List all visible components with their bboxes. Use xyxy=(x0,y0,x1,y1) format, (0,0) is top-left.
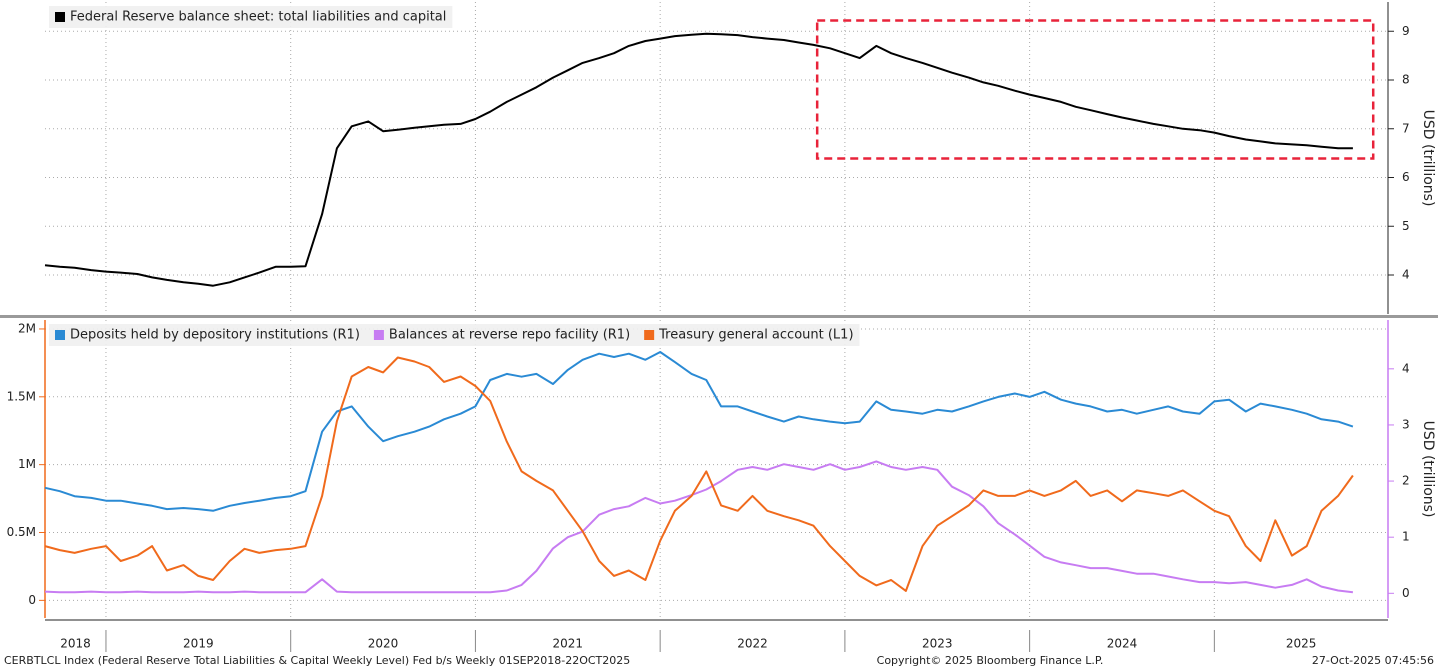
legend-label: Deposits held by depository institutions… xyxy=(70,328,360,343)
y2-tick-label: 2 xyxy=(1402,474,1410,488)
legend-label: Balances at reverse repo facility (R1) xyxy=(389,328,630,343)
y-tick-label: 0 xyxy=(28,593,36,607)
y-tick-label: 8 xyxy=(1402,73,1410,87)
y-tick-label: 2M xyxy=(18,321,36,335)
x-tick-label: 2019 xyxy=(183,637,214,651)
x-tick-label: 2025 xyxy=(1286,637,1317,651)
series-line xyxy=(44,351,1354,512)
legend-label: Federal Reserve balance sheet: total lia… xyxy=(70,10,446,25)
y2-tick-label: 1 xyxy=(1402,530,1410,544)
x-tick-label: 2018 xyxy=(60,637,91,651)
highlight-box xyxy=(815,19,1375,160)
x-tick-label: 2021 xyxy=(553,637,584,651)
footer-right: 27-Oct-2025 07:45:56 xyxy=(1312,654,1434,667)
y-tick-label: 4 xyxy=(1402,268,1410,282)
series-line xyxy=(44,32,1353,287)
legend-bg xyxy=(49,324,860,346)
legend-swatch xyxy=(55,330,65,340)
legend-bg xyxy=(49,6,453,28)
legend-label: Treasury general account (L1) xyxy=(658,328,853,343)
y2-axis-label: USD (trillions) xyxy=(1420,421,1436,518)
legend-swatch xyxy=(644,330,655,340)
series-line xyxy=(44,460,1354,594)
y-tick-label: 5 xyxy=(1402,219,1410,233)
footer-center: Copyright© 2025 Bloomberg Finance L.P. xyxy=(877,654,1104,667)
y-tick-label: 0.5M xyxy=(7,525,36,539)
x-tick-label: 2020 xyxy=(368,637,399,651)
y-axis-label: USD (trillions) xyxy=(1420,110,1436,207)
y-tick-label: 9 xyxy=(1402,24,1410,38)
y-tick-label: 1M xyxy=(18,457,36,471)
panel-separator xyxy=(0,315,1438,318)
footer-left: CERBTLCL Index (Federal Reserve Total Li… xyxy=(4,654,630,667)
y2-tick-label: 3 xyxy=(1402,417,1410,431)
y-tick-label: 7 xyxy=(1402,121,1410,135)
legend-swatch xyxy=(55,12,65,22)
legend: Deposits held by depository institutions… xyxy=(49,324,860,346)
legend: Federal Reserve balance sheet: total lia… xyxy=(49,6,453,28)
y2-tick-label: 0 xyxy=(1402,586,1410,600)
x-tick-label: 2022 xyxy=(737,637,768,651)
y2-tick-label: 4 xyxy=(1402,361,1410,375)
x-tick-label: 2024 xyxy=(1107,637,1138,651)
y-tick-label: 1.5M xyxy=(7,389,36,403)
y-tick-label: 6 xyxy=(1402,170,1410,184)
legend-swatch xyxy=(373,330,384,340)
x-tick-label: 2023 xyxy=(922,637,953,651)
series-line xyxy=(44,356,1354,592)
